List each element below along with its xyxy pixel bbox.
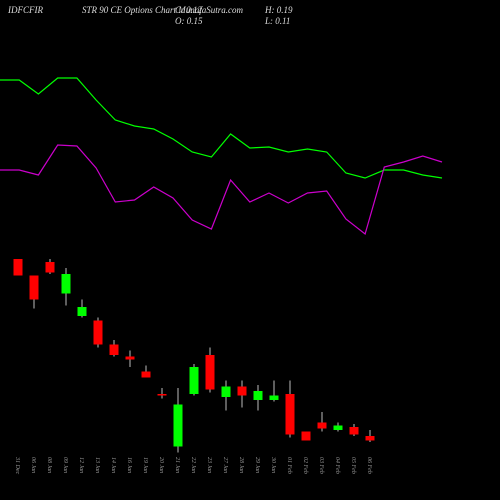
high-label: H: 0.19 (264, 5, 293, 15)
subtitle: STR 90 CE Options Chart MunafaSutra.com (82, 5, 244, 15)
line-series (0, 77, 443, 179)
low-label: L: 0.11 (264, 16, 290, 26)
candle-body (61, 274, 71, 294)
x-tick-label: 01 Feb (286, 457, 292, 474)
x-tick-label: 21 Jan (174, 457, 180, 473)
candle-body (269, 395, 279, 400)
x-tick-label: 23 Jan (206, 457, 212, 473)
candle-body (205, 355, 215, 390)
x-tick-label: 08 Jan (46, 457, 52, 473)
x-tick-label: 27 Jan (222, 457, 228, 473)
candle-body (301, 431, 311, 441)
x-tick-label: 20 Jan (158, 457, 164, 473)
line-series (0, 144, 443, 236)
candle-body (189, 367, 199, 394)
x-tick-label: 30 Jan (270, 456, 276, 473)
x-tick-label: 16 Jan (126, 457, 132, 473)
candle-body (349, 427, 359, 435)
x-tick-label: 19 Jan (142, 457, 148, 473)
candle-body (109, 344, 119, 355)
x-tick-label: 04 Feb (334, 457, 341, 474)
candle-body (157, 394, 167, 396)
x-tick-label: 02 Feb (302, 457, 308, 474)
candle-body (285, 394, 295, 435)
x-tick-label: 06 Feb (366, 457, 372, 474)
candle-body (77, 307, 87, 316)
candle-body (237, 386, 247, 396)
x-tick-label: 31 Dec (14, 456, 20, 474)
x-tick-label: 12 Jan (78, 457, 84, 473)
open-label: O: 0.15 (175, 16, 203, 26)
x-tick-label: 09 Jan (62, 457, 68, 473)
x-tick-label: 14 Jan (110, 457, 117, 473)
candle-body (253, 391, 263, 400)
candle-body (317, 422, 327, 429)
x-tick-label: 29 Jan (254, 457, 260, 473)
x-tick-label: 13 Jan (94, 457, 100, 473)
candle-body (221, 386, 231, 397)
x-tick-label: 06 Jan (30, 457, 36, 473)
candle-body (13, 259, 23, 276)
candle-body (365, 436, 375, 441)
x-tick-label: 22 Jan (190, 457, 196, 473)
close-label: C: 0.12 (175, 5, 203, 15)
candle-body (45, 262, 55, 273)
candle-body (141, 371, 151, 378)
candle-body (93, 320, 103, 345)
x-tick-label: 03 Feb (318, 457, 324, 474)
x-tick-label: 28 Jan (238, 457, 244, 473)
candle-body (333, 425, 343, 430)
candle-body (173, 404, 183, 447)
candle-body (125, 356, 135, 360)
candle-body (29, 275, 39, 300)
x-tick-label: 05 Feb (350, 457, 356, 474)
symbol: IDFCFIR (7, 5, 43, 15)
